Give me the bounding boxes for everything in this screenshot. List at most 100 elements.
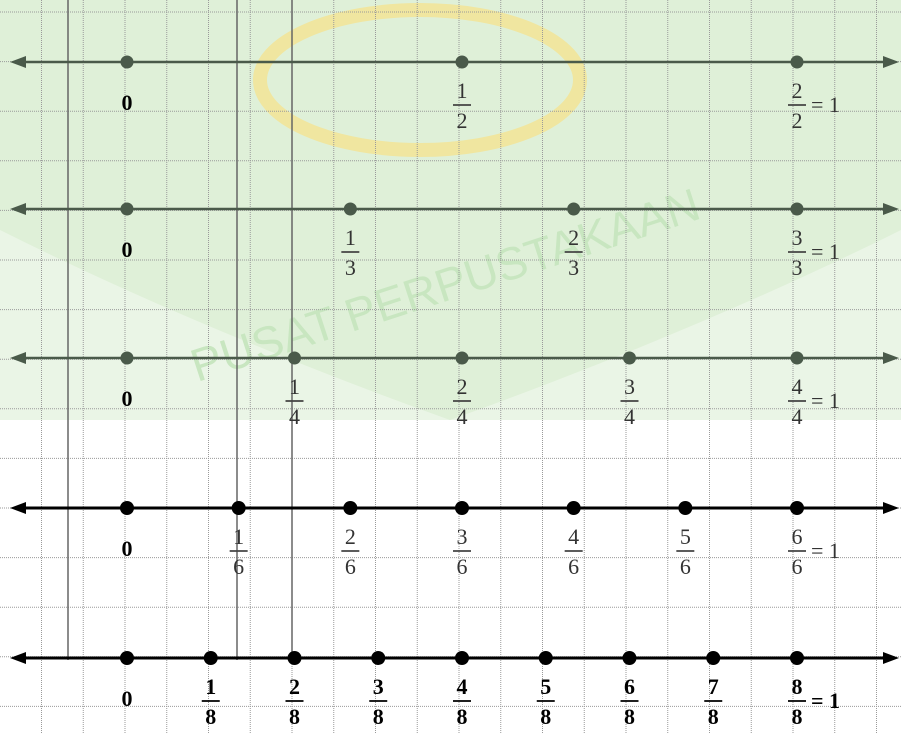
label-equals-one: = 1 bbox=[811, 688, 840, 713]
label-denominator: 4 bbox=[792, 404, 803, 429]
arrow-left-icon bbox=[10, 352, 26, 364]
point-dot bbox=[287, 651, 302, 665]
arrow-right-icon bbox=[883, 652, 899, 664]
label-denominator: 6 bbox=[233, 554, 244, 579]
label-equals-one: = 1 bbox=[811, 538, 840, 563]
label-equals-one: = 1 bbox=[811, 92, 840, 117]
fraction-label: 46 bbox=[564, 524, 583, 579]
fraction-label: 6 6 = 1 bbox=[788, 524, 840, 579]
point-dot bbox=[120, 55, 134, 69]
label-numerator: 4 bbox=[457, 674, 468, 699]
label-numerator: 4 bbox=[792, 374, 803, 399]
arrow-right-icon bbox=[883, 502, 899, 514]
label-numerator: 3 bbox=[792, 225, 803, 250]
label-denominator: 4 bbox=[457, 404, 468, 429]
label-numerator: 1 bbox=[233, 524, 244, 549]
fraction-label: 2 2 = 1 bbox=[788, 78, 840, 133]
fraction-label: 34 bbox=[620, 374, 639, 429]
label-denominator: 3 bbox=[568, 255, 579, 280]
label-denominator: 4 bbox=[289, 404, 300, 429]
arrow-left-icon bbox=[10, 56, 26, 68]
point-dot bbox=[288, 351, 301, 365]
arrow-left-icon bbox=[10, 203, 26, 215]
point-dot bbox=[790, 202, 804, 216]
point-dot bbox=[790, 351, 804, 365]
point-dot bbox=[455, 651, 469, 665]
fraction-label: 28 bbox=[285, 674, 304, 729]
label-numerator: 5 bbox=[540, 674, 551, 699]
label-equals-one: = 1 bbox=[811, 388, 840, 413]
fraction-label: 48 bbox=[453, 674, 471, 729]
arrow-right-icon bbox=[883, 352, 899, 364]
label-denominator: 6 bbox=[345, 554, 356, 579]
label-denominator: 8 bbox=[457, 704, 468, 729]
arrow-right-icon bbox=[883, 56, 899, 68]
label-numerator: 7 bbox=[708, 674, 719, 699]
fraction-label: 78 bbox=[704, 674, 723, 729]
label-zero: 0 bbox=[122, 536, 133, 561]
fraction-label: 16 bbox=[229, 524, 248, 579]
label-denominator: 8 bbox=[540, 704, 551, 729]
label-denominator: 2 bbox=[457, 108, 468, 133]
label-denominator: 4 bbox=[624, 404, 635, 429]
label-numerator: 3 bbox=[373, 674, 384, 699]
fraction-label: 36 bbox=[453, 524, 471, 579]
label-zero: 0 bbox=[122, 386, 133, 411]
label-denominator: 2 bbox=[792, 108, 803, 133]
label-equals-one: = 1 bbox=[811, 239, 840, 264]
label-numerator: 6 bbox=[624, 674, 635, 699]
point-dot bbox=[678, 501, 693, 515]
fraction-label: 0 bbox=[122, 386, 133, 411]
point-dot bbox=[120, 651, 134, 665]
label-numerator: 2 bbox=[457, 374, 468, 399]
fraction-label: 0 bbox=[122, 686, 133, 711]
label-numerator: 1 bbox=[205, 674, 216, 699]
label-zero: 0 bbox=[122, 90, 133, 115]
fraction-label: 38 bbox=[369, 674, 388, 729]
label-denominator: 6 bbox=[568, 554, 579, 579]
arrow-left-icon bbox=[10, 652, 26, 664]
label-numerator: 4 bbox=[568, 524, 579, 549]
point-dot bbox=[120, 501, 134, 515]
label-numerator: 1 bbox=[289, 374, 300, 399]
fraction-label: 0 bbox=[122, 536, 133, 561]
label-denominator: 8 bbox=[624, 704, 635, 729]
point-dot bbox=[455, 501, 469, 515]
point-dot bbox=[120, 202, 134, 216]
label-numerator: 2 bbox=[289, 674, 300, 699]
label-numerator: 8 bbox=[792, 674, 803, 699]
guide-lines bbox=[67, 0, 293, 660]
label-denominator: 8 bbox=[289, 704, 300, 729]
fraction-label: 14 bbox=[285, 374, 304, 429]
fraction-label: 68 bbox=[620, 674, 639, 729]
label-denominator: 8 bbox=[708, 704, 719, 729]
point-dot bbox=[790, 651, 804, 665]
fraction-label: 0 bbox=[122, 90, 133, 115]
label-zero: 0 bbox=[122, 686, 133, 711]
label-denominator: 8 bbox=[205, 704, 216, 729]
fraction-label: 18 bbox=[201, 674, 220, 729]
label-numerator: 1 bbox=[457, 78, 468, 103]
label-denominator: 3 bbox=[792, 255, 803, 280]
label-denominator: 8 bbox=[792, 704, 803, 729]
fraction-label: 0 bbox=[122, 237, 133, 262]
point-dot bbox=[203, 651, 218, 665]
label-numerator: 2 bbox=[345, 524, 356, 549]
fraction-label: 58 bbox=[536, 674, 555, 729]
point-dot bbox=[231, 501, 246, 515]
label-numerator: 6 bbox=[792, 524, 803, 549]
label-denominator: 8 bbox=[373, 704, 384, 729]
point-dot bbox=[790, 501, 804, 515]
point-dot bbox=[623, 351, 636, 365]
label-denominator: 6 bbox=[457, 554, 468, 579]
point-dot bbox=[566, 501, 581, 515]
point-dot bbox=[538, 651, 553, 665]
fraction-label: 56 bbox=[676, 524, 695, 579]
fraction-label: 12 bbox=[453, 78, 471, 133]
label-denominator: 3 bbox=[345, 255, 356, 280]
label-numerator: 1 bbox=[345, 225, 356, 250]
fraction-label: 13 bbox=[341, 225, 360, 280]
point-dot bbox=[790, 55, 804, 69]
point-dot bbox=[455, 55, 469, 69]
